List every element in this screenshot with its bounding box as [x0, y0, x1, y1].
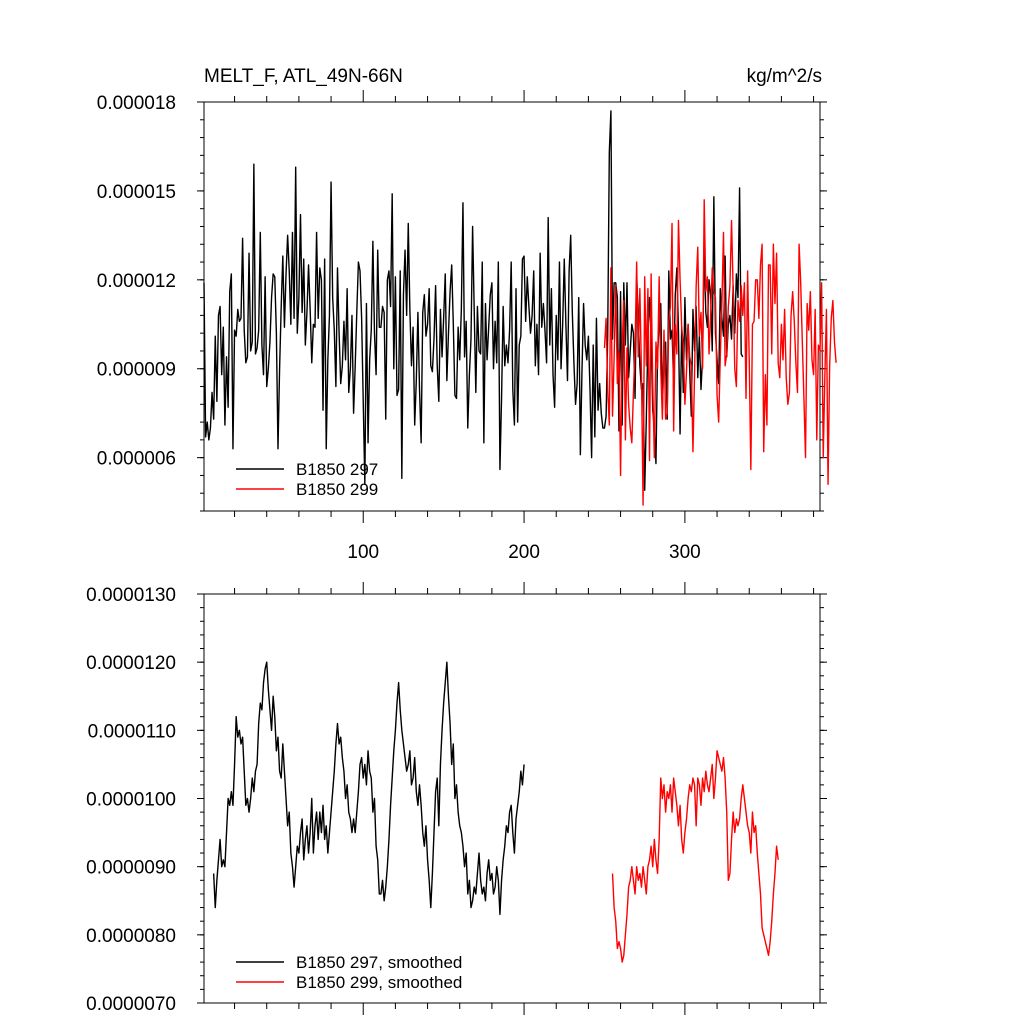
top-y-tick-label: 0.000012: [97, 271, 176, 292]
top-chart-title: MELT_F, ATL_49N-66N: [204, 66, 403, 87]
bottom-series-b1850-297-smoothed: [212, 661, 525, 916]
bottom-legend-label-b1850-297-smoothed: B1850 297, smoothed: [296, 953, 462, 972]
bottom-y-tick-label: 0.0000120: [86, 653, 176, 674]
bottom-y-tick-label: 0.0000080: [86, 926, 176, 947]
bottom-legend-label-b1850-299-smoothed: B1850 299, smoothed: [296, 973, 462, 992]
top-series-line-1: [203, 110, 744, 491]
top-x-tick-label: 200: [508, 542, 540, 563]
top-x-tick-label: 100: [347, 542, 379, 563]
bottom-y-tick-label: 0.0000090: [86, 858, 176, 879]
top-series-line-2: [603, 199, 837, 506]
bottom-series-b1850-299-smoothed: [611, 750, 779, 963]
top-legend: B1850 297 B1850 299: [236, 460, 378, 499]
bottom-y-tick-labels: 0.0000070 0.0000080 0.0000090 0.0000100 …: [86, 585, 176, 1015]
bottom-y-tick-label: 0.0000130: [86, 585, 176, 606]
bottom-legend: B1850 297, smoothed B1850 299, smoothed: [236, 953, 462, 992]
top-minor-ticks: [197, 90, 827, 523]
top-x-tick-label: 300: [669, 542, 701, 563]
top-x-tick-labels: 100 200 300: [347, 542, 700, 563]
bottom-plot-frame: [203, 593, 821, 1004]
top-legend-label-b1850-297: B1850 297: [296, 460, 378, 479]
bottom-series-line-1: [212, 661, 525, 916]
bottom-panel: 0.0000070 0.0000080 0.0000090 0.0000100 …: [86, 582, 827, 1015]
top-panel: MELT_F, ATL_49N-66N kg/m^2/s 0.000006 0.…: [97, 66, 837, 563]
top-y-tick-labels: 0.000006 0.000009 0.000012 0.000015 0.00…: [97, 93, 176, 470]
top-legend-label-b1850-299: B1850 299: [296, 480, 378, 499]
top-y-tick-label: 0.000006: [97, 449, 176, 470]
top-y-tick-label: 0.000018: [97, 93, 176, 114]
top-y-tick-label: 0.000015: [97, 182, 176, 203]
bottom-series-line-2: [611, 750, 779, 963]
bottom-y-tick-label: 0.0000100: [86, 790, 176, 811]
top-series-b1850-299: [603, 199, 837, 506]
bottom-y-tick-label: 0.0000110: [88, 721, 176, 742]
top-y-tick-label: 0.000009: [97, 360, 176, 381]
top-chart-units: kg/m^2/s: [747, 66, 822, 87]
bottom-y-tick-label: 0.0000070: [86, 994, 176, 1015]
top-series-b1850-297: [203, 110, 744, 491]
bottom-minor-ticks: [197, 582, 827, 1015]
